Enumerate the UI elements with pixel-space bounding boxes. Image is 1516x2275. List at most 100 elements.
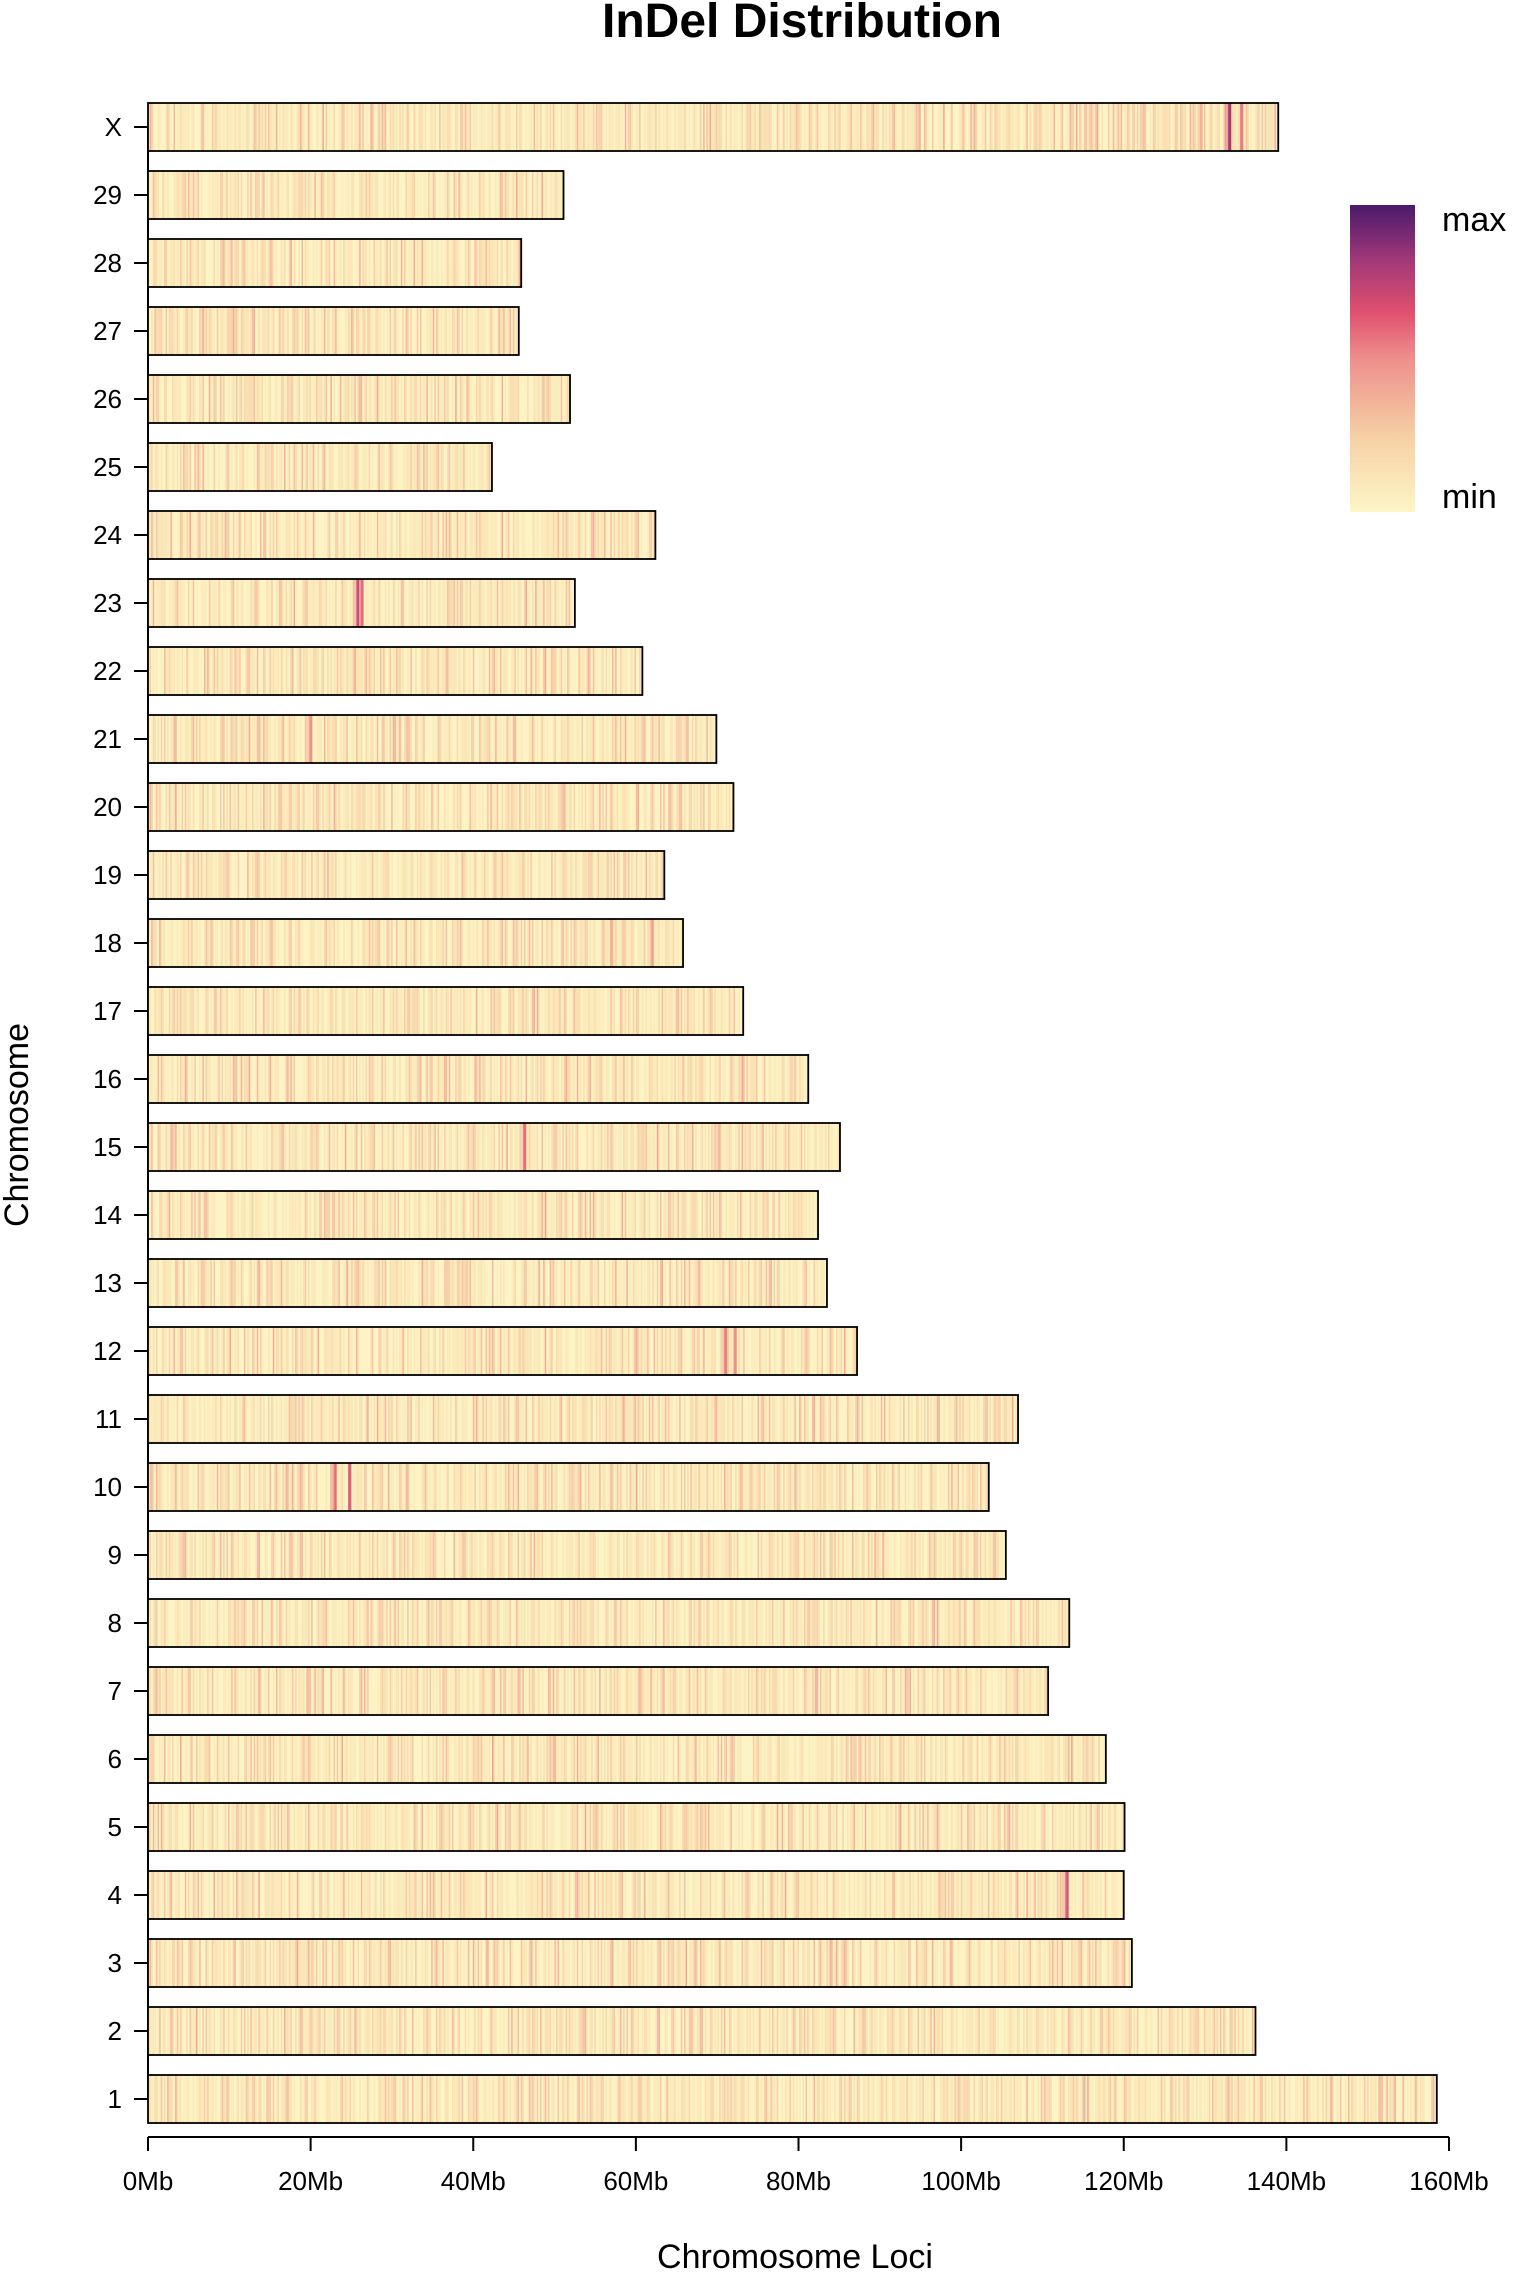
chromosome-bar-X (147, 102, 1280, 152)
chromosome-bar-19 (147, 850, 666, 900)
hotspot-mark (333, 1463, 337, 1511)
y-tick-label: 22 (93, 656, 122, 686)
density-stripes (148, 987, 740, 1035)
density-stripes (151, 307, 520, 355)
x-tick-label: 100Mb (921, 2166, 1001, 2196)
x-tick-label: 120Mb (1084, 2166, 1164, 2196)
chromosome-bar-border (147, 1122, 841, 1172)
density-stripes (148, 919, 683, 967)
density-stripes (148, 579, 576, 627)
density-stripes (148, 1531, 1003, 1579)
chromosome-bar-29 (147, 170, 565, 220)
x-tick-label: 80Mb (766, 2166, 831, 2196)
hotspot-mark (1065, 1871, 1069, 1919)
chromosome-bar-border (147, 374, 571, 424)
chromosome-bar-border (147, 1054, 810, 1104)
y-tick-label: 17 (93, 996, 122, 1026)
density-stripes (148, 783, 734, 831)
chromosome-bar-14 (147, 1190, 819, 1240)
hotspot-halo (305, 715, 311, 763)
chromosome-bar-border (147, 1870, 1125, 1920)
x-tick-label: 0Mb (123, 2166, 174, 2196)
chromosome-bar-border (147, 646, 644, 696)
density-stripes (148, 1735, 1107, 1783)
y-tick-label: X (105, 112, 122, 142)
y-tick-label: 11 (95, 1404, 122, 1434)
chromosome-bar-26 (147, 374, 571, 424)
chromosome-bar-border (147, 1190, 819, 1240)
chromosome-bar-border (147, 510, 657, 560)
hotspot-halo (647, 919, 652, 967)
density-stripes (148, 1395, 1019, 1443)
y-tick-label: 10 (93, 1472, 122, 1502)
chromosome-bar-border (147, 918, 684, 968)
hotspot-mark (348, 1463, 352, 1511)
y-tick-label: 4 (108, 1880, 122, 1910)
hotspot-mark (356, 579, 360, 627)
density-stripes (148, 1667, 1048, 1715)
density-stripes (148, 171, 564, 219)
chromosome-bar-24 (147, 510, 657, 560)
y-tick-label: 6 (108, 1744, 122, 1774)
chromosome-bar-border (147, 578, 576, 628)
density-stripes (149, 103, 1278, 151)
y-tick-label: 19 (93, 860, 122, 890)
hotspot-mark (360, 579, 364, 627)
chromosome-bar-18 (147, 918, 684, 968)
chromosome-bar-border (147, 170, 565, 220)
y-tick-label: 18 (93, 928, 122, 958)
legend-min-label: min (1442, 478, 1497, 516)
chromosome-bar-27 (147, 306, 520, 356)
chromosome-bar-8 (147, 1598, 1071, 1648)
y-tick-label: 3 (108, 1948, 122, 1978)
chromosome-bar-border (147, 1666, 1050, 1716)
density-stripes (149, 1055, 808, 1103)
chromosome-bar-border (147, 442, 493, 492)
hotspot-mark (650, 919, 654, 967)
chromosome-bar-border (147, 1938, 1133, 1988)
chromosome-bar-25 (147, 442, 493, 492)
chromosome-bar-border (147, 1802, 1126, 1852)
density-stripes (148, 1259, 825, 1307)
hotspot-halo (1224, 103, 1230, 151)
x-tick-label: 40Mb (441, 2166, 506, 2196)
chromosome-bar-9 (147, 1530, 1007, 1580)
x-tick-label: 20Mb (278, 2166, 343, 2196)
density-stripes (148, 1803, 1124, 1851)
density-stripes (148, 715, 716, 763)
chromosome-bar-7 (147, 1666, 1050, 1716)
chromosome-bar-border (147, 782, 735, 832)
density-stripes (151, 1191, 819, 1239)
chromosome-bar-border (147, 1530, 1007, 1580)
y-tick-label: 16 (93, 1064, 122, 1094)
y-tick-label: 8 (108, 1608, 122, 1638)
density-stripes (152, 239, 521, 287)
chromosome-bar-background (148, 1871, 1124, 1919)
y-tick-label: 26 (93, 384, 122, 414)
hotspot-halo (519, 1123, 525, 1171)
y-tick-label: 1 (108, 2084, 122, 2114)
density-stripes (148, 443, 492, 491)
hotspot-mark (309, 715, 313, 763)
y-tick-label: 28 (93, 248, 122, 278)
y-tick-label: 7 (108, 1676, 122, 1706)
x-axis: 0Mb 20Mb 40Mb 60Mb 80Mb 100Mb 120Mb 140Mb 160Mb (123, 2136, 1489, 2196)
x-tick-label: 160Mb (1409, 2166, 1489, 2196)
chromosome-bar-13 (147, 1258, 828, 1308)
density-stripes (148, 1939, 1131, 1987)
x-tick-label: 140Mb (1247, 2166, 1327, 2196)
y-tick-label: 9 (108, 1540, 122, 1570)
hotspot-mark (522, 1123, 527, 1171)
chromosome-bar-2 (147, 2006, 1257, 2056)
y-tick-label: 25 (93, 452, 122, 482)
hotspot-halo (1061, 1871, 1067, 1919)
density-stripes (148, 2075, 1436, 2123)
y-axis-title: Chromosome (0, 1023, 36, 1227)
y-tick-label: 2 (108, 2016, 122, 2046)
hotspot-mark (733, 1327, 737, 1375)
chromosome-bar-3 (147, 1938, 1133, 1988)
x-axis-title: Chromosome Loci (657, 2238, 933, 2275)
density-stripes (148, 1327, 857, 1375)
x-tick-label: 60Mb (603, 2166, 668, 2196)
